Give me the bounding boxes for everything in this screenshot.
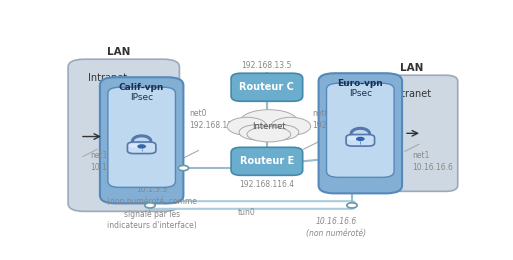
Ellipse shape	[240, 110, 298, 133]
Ellipse shape	[271, 117, 311, 135]
FancyBboxPatch shape	[129, 144, 140, 148]
FancyBboxPatch shape	[347, 136, 359, 140]
Circle shape	[137, 144, 146, 149]
Text: Intranet: Intranet	[392, 89, 431, 99]
Text: Intranet: Intranet	[88, 73, 127, 83]
Circle shape	[145, 203, 155, 208]
FancyBboxPatch shape	[108, 87, 175, 187]
Text: 10.16.16.6
(non numéroté): 10.16.16.6 (non numéroté)	[306, 217, 366, 238]
Text: LAN: LAN	[107, 47, 130, 57]
FancyBboxPatch shape	[231, 147, 303, 175]
Text: net1
10.1.3.3: net1 10.1.3.3	[90, 151, 121, 172]
Text: net1
10.16.16.6: net1 10.16.16.6	[412, 151, 453, 172]
Ellipse shape	[227, 117, 267, 135]
FancyBboxPatch shape	[231, 73, 303, 101]
Text: Routeur C: Routeur C	[240, 82, 294, 92]
Text: IPsec: IPsec	[130, 93, 153, 102]
Circle shape	[178, 165, 189, 171]
Ellipse shape	[239, 125, 275, 140]
Circle shape	[356, 137, 365, 141]
Text: 192.168.13.5: 192.168.13.5	[242, 61, 292, 70]
Text: tun0: tun0	[238, 208, 256, 217]
Text: net0
192.168.116.16: net0 192.168.116.16	[312, 109, 372, 130]
Text: Calif-vpn: Calif-vpn	[119, 83, 164, 92]
Text: Routeur E: Routeur E	[240, 156, 294, 166]
Ellipse shape	[247, 127, 291, 142]
Text: LAN: LAN	[400, 63, 424, 73]
FancyBboxPatch shape	[68, 59, 180, 211]
FancyBboxPatch shape	[366, 75, 458, 191]
FancyBboxPatch shape	[346, 134, 374, 146]
FancyBboxPatch shape	[127, 142, 156, 154]
Text: Euro-vpn: Euro-vpn	[338, 79, 383, 88]
Ellipse shape	[263, 125, 299, 140]
Text: IPsec: IPsec	[349, 89, 372, 98]
Circle shape	[347, 203, 357, 208]
Text: 192.168.116.4: 192.168.116.4	[240, 180, 294, 189]
Text: net0
192.168.13.213: net0 192.168.13.213	[189, 109, 249, 130]
FancyBboxPatch shape	[319, 73, 402, 193]
FancyBboxPatch shape	[100, 77, 183, 203]
Text: 10.1.3.3
(non numéroté, comme
signalé par les
indicateurs d'interface): 10.1.3.3 (non numéroté, comme signalé pa…	[107, 185, 196, 230]
FancyBboxPatch shape	[326, 83, 394, 177]
Text: Internet: Internet	[252, 122, 286, 131]
